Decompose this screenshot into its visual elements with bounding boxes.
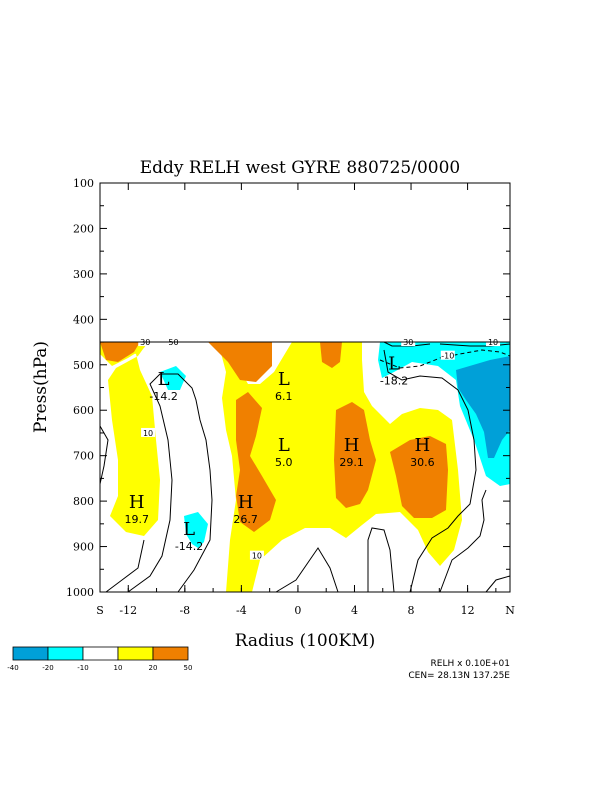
orange-region-upper-left	[100, 342, 140, 362]
y-tick-label-6: 700	[73, 450, 94, 463]
legend-swatch-0	[12, 646, 49, 661]
filled-contours	[100, 342, 510, 592]
contour-label-bg	[249, 550, 264, 560]
extremum-value: -14.2	[149, 390, 177, 403]
x-tick-label-1: -12	[119, 604, 137, 617]
orange-region-h306	[390, 436, 448, 518]
y-axis: 100 200 300 400 500 600 700 800 900 1000	[66, 177, 510, 599]
extremum-letter-L: L	[388, 353, 400, 374]
extremum-letter-H: H	[238, 492, 254, 513]
contour-line	[127, 373, 213, 593]
legend-level-2: -10	[77, 664, 88, 672]
contour-label: -10	[441, 352, 454, 361]
orange-region-upper-center	[208, 342, 272, 382]
x-tick-label-3: -4	[236, 604, 247, 617]
yellow-region-main	[148, 342, 462, 592]
y-tick-label-8: 900	[73, 541, 94, 554]
extremum-letter-H: H	[414, 435, 430, 456]
y-axis-label: Press(hPa)	[31, 341, 51, 433]
contour-line	[367, 527, 395, 593]
extremum-value: 26.7	[233, 513, 258, 526]
extremum-letter-L: L	[183, 519, 195, 540]
legend-swatch-4	[152, 646, 189, 661]
legend-level-3: 10	[114, 664, 123, 672]
extremum-value: 29.1	[339, 456, 364, 469]
contour-line	[275, 547, 339, 593]
legend-swatch-1	[47, 646, 84, 661]
y-tick-label-4: 500	[73, 359, 94, 372]
extremum-value: 30.6	[410, 456, 435, 469]
x-tick-label-6: 8	[408, 604, 415, 617]
y-tick-label-2: 300	[73, 268, 94, 281]
contour-line	[439, 489, 487, 593]
orange-region-h267	[236, 392, 276, 532]
contour-line	[383, 349, 477, 593]
legend-level-5: 50	[184, 664, 193, 672]
extremum-value: 5.0	[275, 456, 293, 469]
orange-region-h291	[334, 402, 376, 508]
cyan-region-lower-left	[184, 512, 208, 548]
contour-label-bg	[141, 427, 156, 437]
legend-level-0: -40	[7, 664, 18, 672]
legend-level-1: -20	[42, 664, 53, 672]
blue-region-right	[456, 356, 510, 458]
y-tick-label-3: 400	[73, 313, 94, 326]
color-legend: -40 -20 -10 10 20 50	[7, 646, 193, 672]
orange-region-upper-mid	[320, 342, 342, 368]
extremum-value: -18.2	[380, 374, 408, 387]
contour-line	[105, 539, 145, 593]
y-tick-label-9: 1000	[66, 586, 94, 599]
extremum-value: 6.1	[275, 390, 293, 403]
extremum-value: -14.2	[175, 540, 203, 553]
yellow-region-left	[100, 342, 160, 536]
x-tick-label-4: 0	[294, 604, 301, 617]
extremum-letter-H: H	[344, 435, 360, 456]
extremum-letter-L: L	[158, 369, 170, 390]
y-tick-label-5: 600	[73, 404, 94, 417]
legend-swatch-2	[82, 646, 119, 661]
x-tick-label-5: 4	[351, 604, 358, 617]
chart-title: Eddy RELH west GYRE 880725/0000	[140, 158, 461, 178]
footnote-line1: RELH x 0.10E+01	[431, 659, 511, 669]
contour-lines	[99, 341, 511, 593]
legend-swatch-3	[117, 646, 154, 661]
contour-label: 10	[252, 552, 262, 561]
contour-label-bg	[440, 350, 455, 360]
y-tick-label-0: 100	[73, 177, 94, 190]
x-tick-label-7: 12	[461, 604, 475, 617]
footnote-line2: CEN= 28.13N 137.25E	[408, 671, 510, 681]
legend-level-4: 20	[149, 664, 158, 672]
y-tick-label-1: 200	[73, 222, 94, 235]
x-tick-label-8: N	[505, 604, 515, 617]
extremum-letter-L: L	[278, 369, 290, 390]
x-tick-label-2: -8	[179, 604, 190, 617]
x-axis-label: Radius (100KM)	[235, 631, 376, 651]
extrema-markers: L-14.2L6.1L-18.2L5.0H29.1H30.6H19.7H26.7…	[125, 353, 435, 553]
extremum-letter-H: H	[129, 492, 145, 513]
extremum-value: 19.7	[125, 513, 150, 526]
cyan-region-upper-left	[160, 366, 186, 390]
contour-line	[485, 575, 511, 593]
contour-label: 10	[143, 429, 153, 438]
x-axis: S -12 -8 -4 0 4 8 12 N	[96, 183, 515, 617]
extremum-letter-L: L	[278, 435, 290, 456]
y-tick-label-7: 800	[73, 495, 94, 508]
x-tick-label-0: S	[96, 604, 104, 617]
